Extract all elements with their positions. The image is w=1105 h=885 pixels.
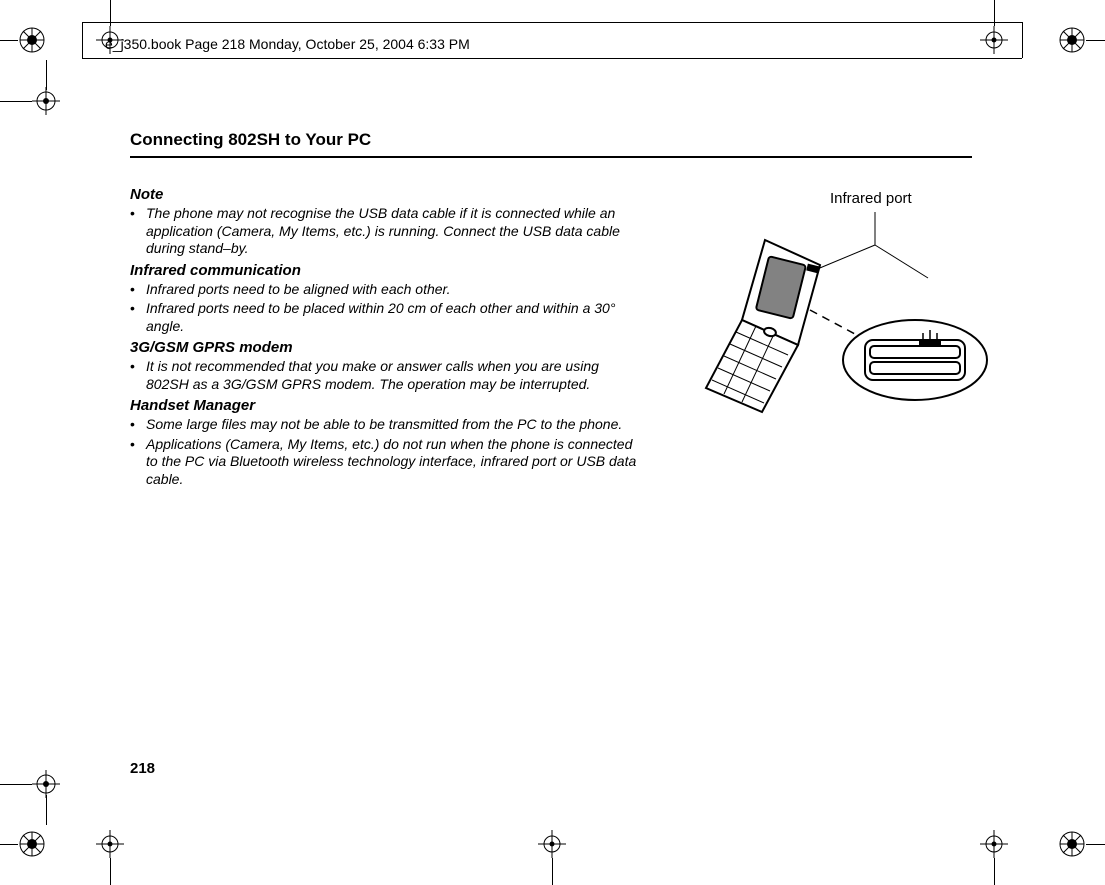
infrared-heading: Infrared communication xyxy=(130,262,640,279)
list-item: Some large files may not be able to be t… xyxy=(130,416,640,434)
section-rule xyxy=(130,156,972,158)
list-item: The phone may not recognise the USB data… xyxy=(130,205,640,258)
crop-line xyxy=(552,858,553,885)
registration-mark-icon xyxy=(18,26,46,54)
crop-line xyxy=(0,784,32,785)
crosshair-icon xyxy=(980,830,1008,858)
page-number: 218 xyxy=(130,760,155,777)
crop-line xyxy=(46,60,47,90)
crop-line xyxy=(0,844,18,845)
phone-diagram-icon xyxy=(670,190,1000,420)
frame-line xyxy=(1022,22,1023,58)
text-column: Note The phone may not recognise the USB… xyxy=(130,186,640,488)
crosshair-icon xyxy=(32,87,60,115)
frame-line xyxy=(82,58,1022,59)
registration-mark-icon xyxy=(1058,26,1086,54)
infrared-diagram: Infrared port xyxy=(670,190,1000,420)
crosshair-icon xyxy=(96,26,124,54)
section-title: Connecting 802SH to Your PC xyxy=(130,130,980,150)
crop-line xyxy=(0,101,32,102)
crosshair-icon xyxy=(538,830,566,858)
list-item: Infrared ports need to be placed within … xyxy=(130,300,640,335)
crosshair-icon xyxy=(32,770,60,798)
crop-line xyxy=(1086,844,1105,845)
crop-line xyxy=(0,40,18,41)
crop-line xyxy=(110,858,111,885)
crosshair-icon xyxy=(980,26,1008,54)
handset-list: Some large files may not be able to be t… xyxy=(130,416,640,488)
modem-list: It is not recommended that you make or a… xyxy=(130,358,640,393)
diagram-label: Infrared port xyxy=(830,190,912,207)
crop-line xyxy=(1086,40,1105,41)
handset-heading: Handset Manager xyxy=(130,397,640,414)
infrared-list: Infrared ports need to be aligned with e… xyxy=(130,281,640,336)
modem-heading: 3G/GSM GPRS modem xyxy=(130,339,640,356)
crop-line xyxy=(46,795,47,825)
note-list: The phone may not recognise the USB data… xyxy=(130,205,640,258)
crosshair-icon xyxy=(96,830,124,858)
document-page: e_j350.book Page 218 Monday, October 25,… xyxy=(0,0,1105,885)
frame-line xyxy=(82,22,83,58)
list-item: Applications (Camera, My Items, etc.) do… xyxy=(130,436,640,489)
registration-mark-icon xyxy=(18,830,46,858)
registration-mark-icon xyxy=(1058,830,1086,858)
framemaker-header: e_j350.book Page 218 Monday, October 25,… xyxy=(105,36,470,52)
list-item: It is not recommended that you make or a… xyxy=(130,358,640,393)
crop-line xyxy=(994,858,995,885)
note-heading: Note xyxy=(130,186,640,203)
frame-line xyxy=(82,22,1022,23)
list-item: Infrared ports need to be aligned with e… xyxy=(130,281,640,299)
